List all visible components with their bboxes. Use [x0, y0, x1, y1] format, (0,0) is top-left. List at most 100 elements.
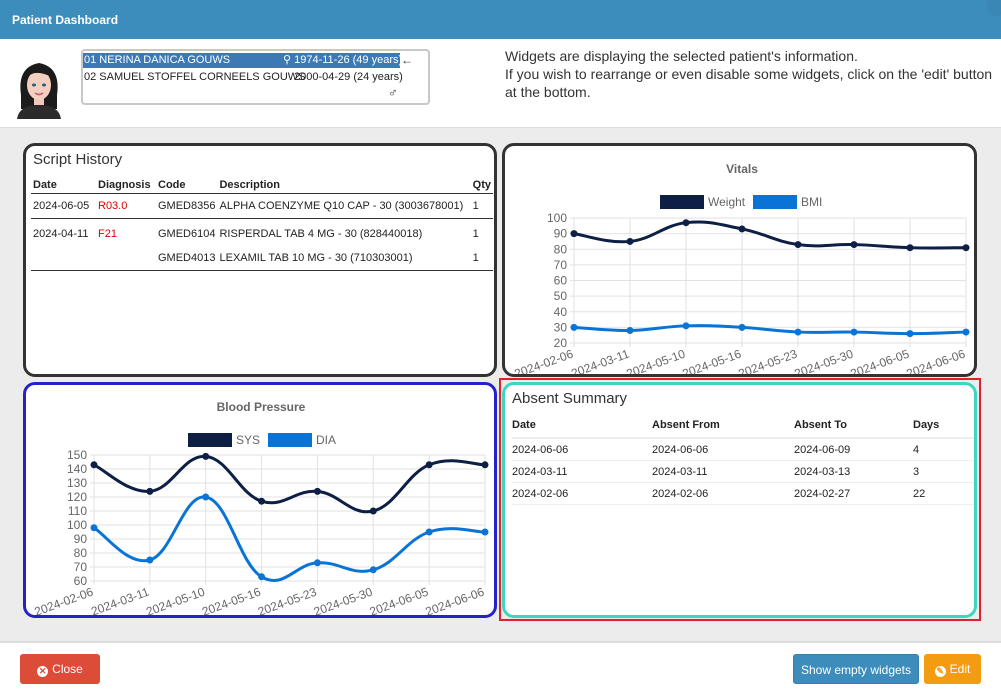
- arrow-left-icon[interactable]: ←: [401, 53, 413, 67]
- y-tick-label: 90: [554, 227, 568, 241]
- table-row: GMED4013 LEXAMIL TAB 10 MG - 30 (7103030…: [31, 246, 493, 271]
- col-diagnosis: Diagnosis: [96, 177, 156, 194]
- y-tick-label: 100: [67, 518, 87, 532]
- data-point: [369, 566, 377, 574]
- patient-row-selected[interactable]: 01 NERINA DANICA GOUWS ⚲ 1974-11-26 (49 …: [83, 53, 402, 68]
- data-point: [738, 323, 746, 331]
- edit-icon: ✎: [934, 666, 946, 677]
- legend-label: DIA: [316, 433, 336, 447]
- patient-name: 02 SAMUEL STOFFEL CORNEELS GOUWS: [84, 71, 306, 83]
- cell-absent-from: 2024-02-06: [652, 482, 794, 505]
- data-point: [313, 559, 321, 567]
- y-tick-label: 50: [554, 289, 568, 303]
- titlebar-corner: [987, 0, 1001, 16]
- patient-dob: ⚲ 1974-11-26 (49 years): [283, 53, 402, 68]
- x-tick-label: 2024-06-05: [368, 585, 431, 615]
- absent-summary-table: Date Absent From Absent To Days 2024-06-…: [512, 417, 974, 505]
- window-titlebar: Patient Dashboard: [0, 0, 1001, 39]
- data-point: [425, 528, 433, 536]
- legend-swatch: [660, 195, 704, 209]
- y-tick-label: 70: [74, 560, 88, 574]
- data-point: [682, 322, 690, 330]
- series-line-bmi: [573, 324, 967, 336]
- y-tick-label: 60: [554, 274, 568, 288]
- male-gender-icon: ♂: [388, 85, 398, 100]
- cell-diagnosis: R03.0: [98, 200, 128, 212]
- cell-absent-to: 2024-03-13: [794, 460, 913, 483]
- y-tick-label: 110: [68, 504, 87, 518]
- y-tick-label: 70: [554, 258, 568, 272]
- y-tick-label: 30: [554, 320, 568, 334]
- cell-date: 2024-04-11: [33, 228, 89, 240]
- show-empty-widgets-button[interactable]: Show empty widgets: [793, 654, 919, 684]
- absent-summary-widget[interactable]: Absent Summary Date Absent From Absent T…: [502, 382, 977, 618]
- patient-name: 01 NERINA DANICA GOUWS: [84, 54, 231, 66]
- legend-label: Weight: [708, 195, 746, 209]
- data-point: [369, 507, 377, 515]
- legend-label: SYS: [236, 433, 260, 447]
- cell-date: 2024-02-06: [512, 482, 652, 505]
- edit-label: Edit: [949, 662, 971, 676]
- cell-qty: 1: [472, 200, 479, 212]
- table-row: 2024-04-11 F21 GMED6104 RISPERDAL TAB 4 …: [31, 219, 493, 247]
- cell-diagnosis: F21: [98, 228, 117, 240]
- widgets-info: Widgets are displaying the selected pati…: [505, 47, 995, 101]
- edit-button[interactable]: ✎ Edit: [924, 654, 981, 684]
- info-line-1: Widgets are displaying the selected pati…: [505, 48, 858, 64]
- patient-header: 01 NERINA DANICA GOUWS ⚲ 1974-11-26 (49 …: [0, 39, 1001, 128]
- blood-pressure-widget[interactable]: Blood Pressure SYS DIA 60 70 80 90 100 110 120 130…: [23, 382, 497, 618]
- cell-qty: 1: [472, 228, 479, 240]
- x-tick-label: 2024-06-06: [905, 347, 968, 374]
- info-line-2: If you wish to rearrange or even disable…: [505, 66, 993, 100]
- y-tick-label: 40: [554, 305, 568, 319]
- patient-selector[interactable]: 01 NERINA DANICA GOUWS ⚲ 1974-11-26 (49 …: [81, 49, 430, 105]
- x-tick-label: 2024-03-11: [569, 347, 631, 374]
- data-point: [313, 487, 321, 495]
- data-point: [850, 328, 858, 336]
- cell-days: 3: [913, 460, 974, 483]
- y-tick-label: 140: [67, 462, 87, 476]
- x-tick-label: 2024-05-10: [144, 585, 207, 615]
- x-tick-label: 2024-05-23: [256, 585, 319, 615]
- x-tick-label: 2024-06-05: [849, 347, 912, 374]
- x-tick-label: 2024-02-06: [33, 585, 96, 615]
- script-history-widget[interactable]: Script History Date Diagnosis Code Descr…: [23, 143, 497, 377]
- close-button[interactable]: ✕ Close: [20, 654, 100, 684]
- col-description: Description: [217, 177, 471, 194]
- cell-days: 22: [913, 482, 974, 505]
- cell-description: RISPERDAL TAB 4 MG - 30 (828440018): [219, 228, 423, 240]
- col-date: Date: [31, 177, 96, 194]
- widget-title: Script History: [33, 151, 123, 168]
- show-empty-widgets-label: Show empty widgets: [800, 663, 912, 677]
- data-point: [962, 328, 970, 336]
- data-point: [906, 330, 914, 338]
- x-tick-label: 2024-06-06: [424, 585, 487, 615]
- y-tick-label: 150: [67, 448, 87, 462]
- data-point: [146, 487, 154, 495]
- patient-avatar-icon: [17, 63, 61, 119]
- cell-date: 2024-06-05: [33, 200, 90, 212]
- data-point: [626, 327, 634, 334]
- data-point: [481, 528, 489, 536]
- data-point: [738, 225, 746, 233]
- x-tick-label: 2024-02-06: [513, 347, 576, 374]
- patient-dob-text: 2000-04-29 (24 years): [294, 71, 403, 83]
- data-point: [626, 237, 634, 245]
- vitals-widget[interactable]: Vitals Weight BMI 20 30 40 50 60 70 80 90 100 2024-0…: [502, 143, 977, 377]
- selected-widget-outline: [499, 378, 981, 621]
- y-tick-label: 60: [74, 574, 88, 588]
- x-tick-label: 2024-05-16: [200, 585, 263, 615]
- data-point: [906, 244, 914, 252]
- x-tick-label: 2024-05-30: [312, 585, 375, 615]
- table-row: 2024-02-06 2024-02-06 2024-02-27 22: [512, 482, 974, 505]
- close-label: Close: [52, 662, 83, 676]
- cell-code: GMED4013: [158, 252, 216, 264]
- col-qty: Qty: [470, 177, 493, 194]
- col-date: Date: [512, 417, 652, 439]
- chart-title: Vitals: [726, 162, 758, 176]
- table-row: 2024-03-11 2024-03-11 2024-03-13 3: [512, 460, 974, 483]
- table-header-row: Date Absent From Absent To Days: [512, 417, 974, 439]
- data-point: [481, 461, 489, 469]
- col-absent-from: Absent From: [652, 417, 794, 439]
- blood-pressure-chart: Blood Pressure SYS DIA 60708090100110120130…: [33, 400, 489, 615]
